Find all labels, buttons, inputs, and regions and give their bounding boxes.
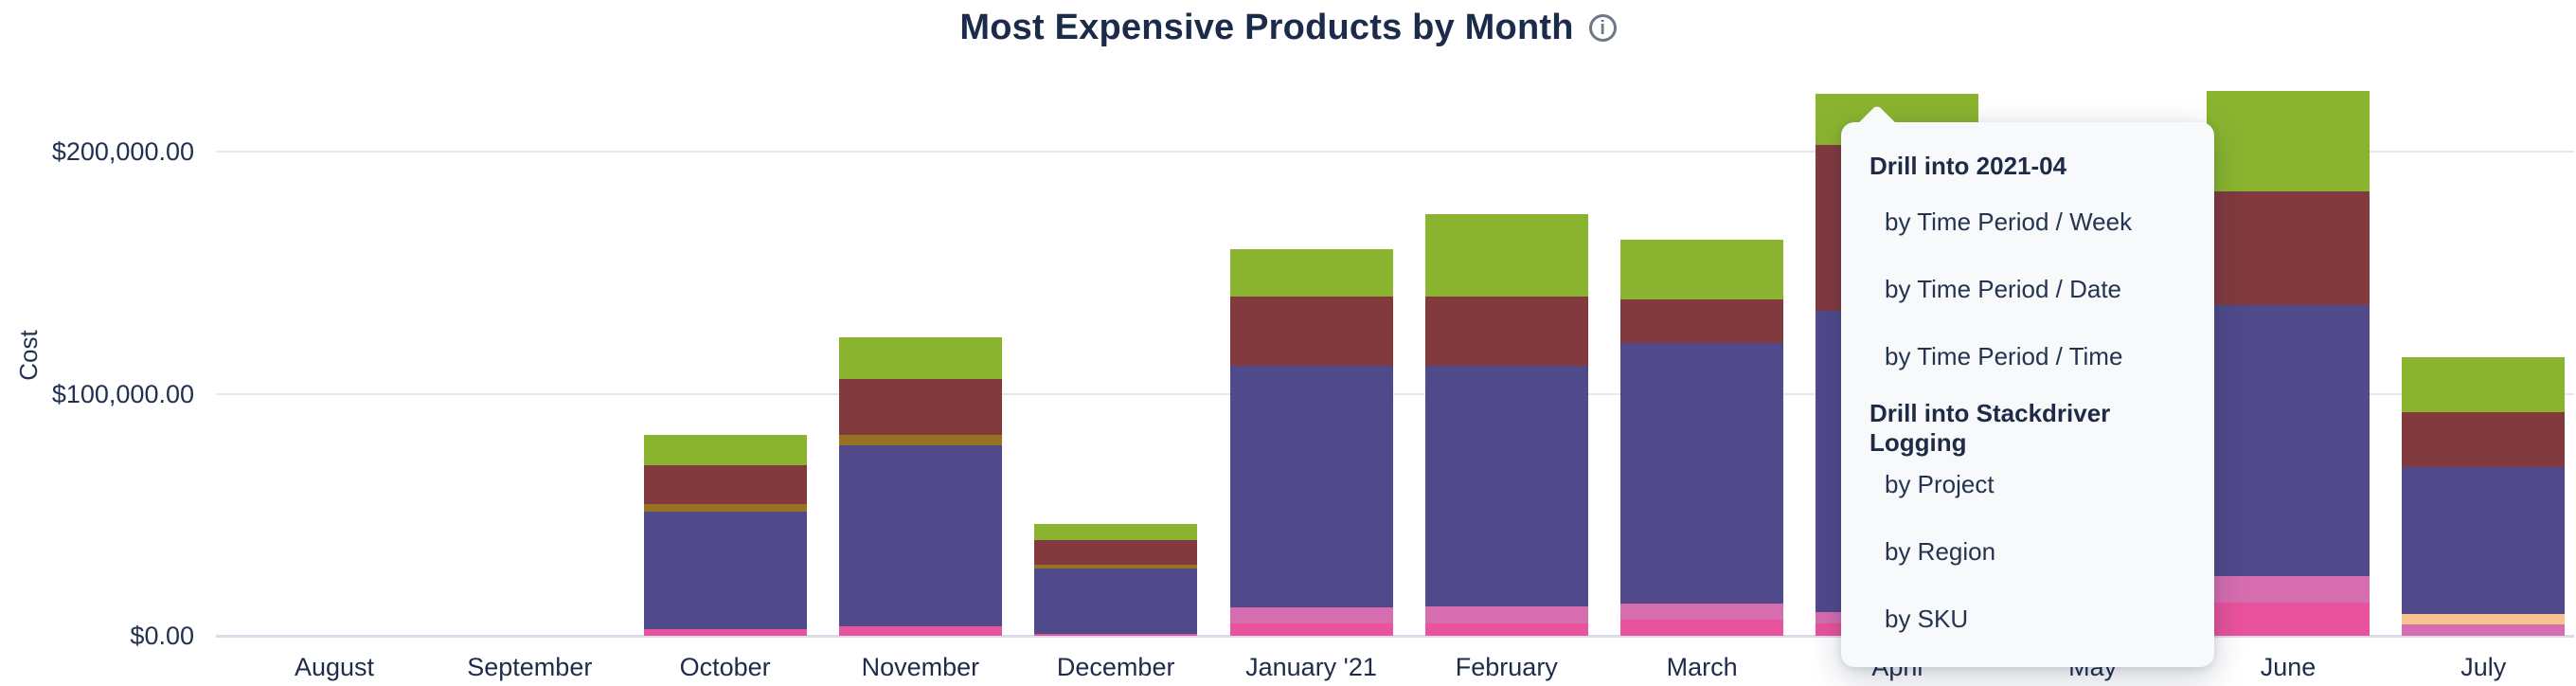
- menu-item-by-sku[interactable]: by SKU: [1885, 605, 1969, 633]
- x-tick-label-september: September: [467, 653, 593, 681]
- bar-segment-olive[interactable]: [643, 504, 807, 513]
- bar-segment-hot_pink[interactable]: [643, 629, 807, 636]
- x-axis-baseline: [216, 635, 2574, 638]
- gridline-100000: [216, 392, 2574, 395]
- bar-segment-medium_pink[interactable]: [1229, 606, 1393, 623]
- bar-segment-purple[interactable]: [1620, 342, 1784, 604]
- chart-header: Most Expensive Products by Month i: [0, 8, 2576, 48]
- bar-january-21[interactable]: [1229, 248, 1393, 636]
- bar-november[interactable]: [838, 337, 1002, 636]
- bar-segment-green[interactable]: [1620, 239, 1784, 299]
- bar-segment-maroon[interactable]: [1424, 297, 1588, 367]
- bar-segment-peach[interactable]: [2402, 614, 2566, 624]
- bar-segment-maroon[interactable]: [2207, 190, 2370, 306]
- bar-segment-green[interactable]: [1034, 523, 1198, 540]
- bar-december[interactable]: [1034, 523, 1198, 636]
- x-tick-label-november: November: [861, 653, 980, 681]
- bar-march[interactable]: [1620, 239, 1784, 636]
- bar-segment-hot_pink[interactable]: [1034, 633, 1198, 636]
- menu-item-by-region[interactable]: by Region: [1885, 537, 1996, 566]
- menu-item-by-time-period-time[interactable]: by Time Period / Time: [1885, 342, 2123, 370]
- x-tick-label-december: December: [1056, 653, 1175, 681]
- bar-segment-medium_pink[interactable]: [1424, 606, 1588, 623]
- bar-segment-green[interactable]: [2207, 90, 2370, 191]
- y-tick-label: $0.00: [130, 622, 194, 650]
- bar-segment-maroon[interactable]: [838, 378, 1002, 435]
- bar-segment-medium_pink[interactable]: [1620, 603, 1784, 620]
- x-tick-label-january-21: January '21: [1245, 653, 1377, 681]
- bar-segment-purple[interactable]: [838, 444, 1002, 627]
- x-tick-label-august: August: [294, 653, 375, 681]
- bar-segment-green[interactable]: [838, 337, 1002, 379]
- menu-item-by-time-period-week[interactable]: by Time Period / Week: [1885, 208, 2133, 236]
- bar-segment-medium_pink[interactable]: [2402, 624, 2566, 636]
- bar-segment-purple[interactable]: [1229, 365, 1393, 607]
- bar-segment-maroon[interactable]: [1229, 296, 1393, 366]
- y-axis-title: Cost: [14, 330, 43, 381]
- gridline-200000: [216, 151, 2574, 153]
- drill-down-menu: Drill into 2021-04 by Time Period / Week b…: [1841, 104, 2214, 667]
- menu-item-by-time-period-date[interactable]: by Time Period / Date: [1885, 275, 2121, 303]
- bar-segment-green[interactable]: [1424, 214, 1588, 298]
- bar-segment-green[interactable]: [2402, 356, 2566, 412]
- bar-segment-green[interactable]: [1229, 248, 1393, 297]
- info-icon[interactable]: i: [1588, 14, 1617, 42]
- bar-segment-medium_pink[interactable]: [2207, 575, 2370, 603]
- bar-segment-purple[interactable]: [2402, 466, 2566, 615]
- x-tick-label-february: February: [1455, 653, 1558, 681]
- x-tick-label-october: October: [679, 653, 771, 681]
- bar-segment-maroon[interactable]: [643, 465, 807, 505]
- bar-segment-purple[interactable]: [1034, 568, 1198, 634]
- x-tick-label-march: March: [1666, 653, 1738, 681]
- menu-section-header: Drill into Stackdriver Logging: [1869, 399, 2111, 457]
- bar-segment-purple[interactable]: [2207, 305, 2370, 576]
- bar-segment-hot_pink[interactable]: [1620, 619, 1784, 636]
- bar-segment-purple[interactable]: [643, 512, 807, 630]
- bar-segment-hot_pink[interactable]: [838, 626, 1002, 636]
- bar-segment-hot_pink[interactable]: [1229, 623, 1393, 636]
- bar-segment-hot_pink[interactable]: [1424, 623, 1588, 636]
- x-tick-label-june: June: [2260, 653, 2317, 681]
- bar-segment-maroon[interactable]: [1034, 539, 1198, 565]
- bar-segment-maroon[interactable]: [2402, 411, 2566, 467]
- bar-july[interactable]: [2402, 356, 2566, 636]
- menu-section-header: Drill into 2021-04: [1869, 151, 2067, 180]
- y-tick-label: $200,000.00: [51, 137, 194, 166]
- bar-october[interactable]: [643, 435, 807, 636]
- bar-segment-hot_pink[interactable]: [2207, 603, 2370, 636]
- bar-june[interactable]: [2207, 90, 2370, 636]
- bar-segment-purple[interactable]: [1424, 366, 1588, 607]
- bar-segment-olive[interactable]: [838, 434, 1002, 445]
- bar-segment-maroon[interactable]: [1620, 298, 1784, 343]
- page-title: Most Expensive Products by Month: [959, 8, 1574, 47]
- menu-item-by-project[interactable]: by Project: [1885, 470, 1995, 498]
- y-tick-label: $100,000.00: [51, 379, 194, 408]
- bar-segment-green[interactable]: [643, 435, 807, 466]
- x-tick-label-july: July: [2460, 653, 2507, 681]
- bar-segment-olive[interactable]: [1034, 564, 1198, 569]
- bar-february[interactable]: [1424, 214, 1588, 636]
